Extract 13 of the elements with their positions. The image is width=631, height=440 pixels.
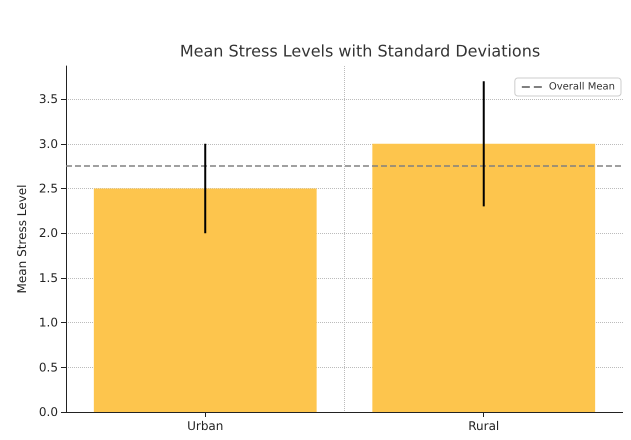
y-tick-label: 0.5 bbox=[38, 360, 58, 374]
y-tick-label: 2.0 bbox=[38, 226, 58, 240]
y-tick-label: 1.0 bbox=[38, 316, 58, 330]
y-tick-label: 0.0 bbox=[38, 405, 58, 419]
y-tick-label: 3.5 bbox=[38, 92, 58, 106]
y-tick-label: 2.5 bbox=[38, 181, 58, 196]
chart-title: Mean Stress Levels with Standard Deviations bbox=[180, 42, 540, 60]
x-tick-label: Rural bbox=[468, 419, 500, 433]
y-tick-label: 1.5 bbox=[38, 270, 58, 285]
legend-label: Overall Mean bbox=[548, 82, 616, 92]
y-tick-label: 3.0 bbox=[38, 136, 58, 151]
y-axis-title: Mean Stress Level bbox=[15, 184, 29, 294]
x-tick-label: Urban bbox=[187, 419, 224, 433]
